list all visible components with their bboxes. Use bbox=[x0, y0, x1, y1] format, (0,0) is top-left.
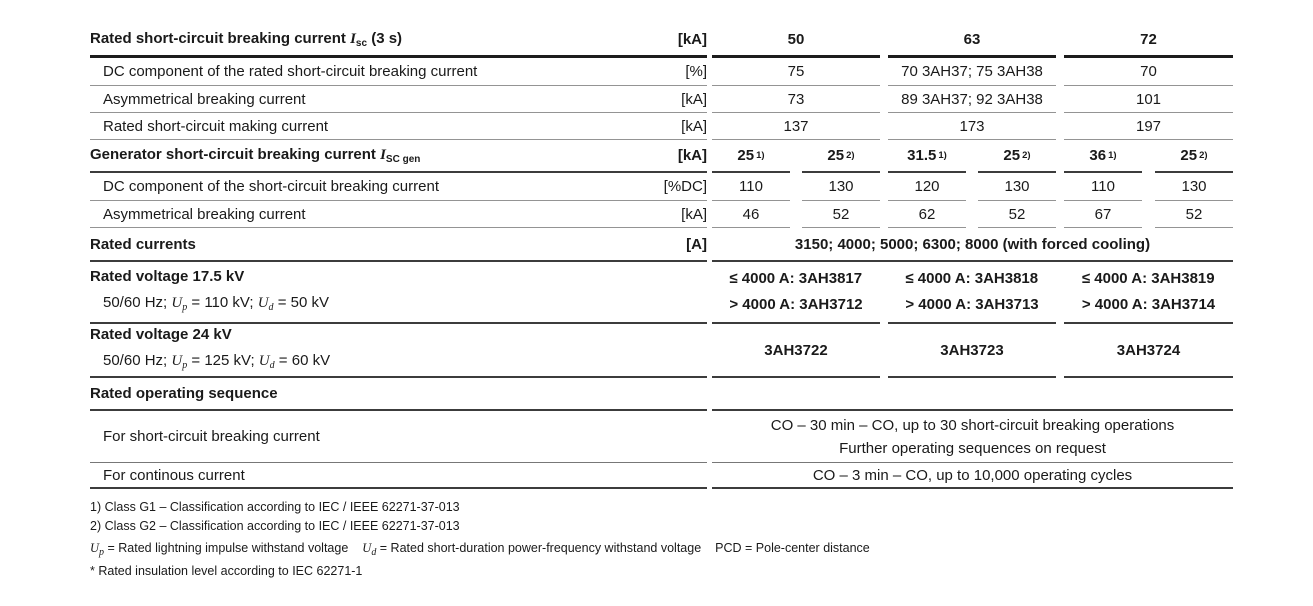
row-label: Asymmetrical breaking current bbox=[103, 90, 306, 108]
value-cell: 173 bbox=[888, 113, 1056, 140]
value-cell: 130 bbox=[1155, 173, 1233, 201]
value-cell: 137 bbox=[712, 113, 880, 140]
value-cell: 120 bbox=[888, 173, 966, 201]
unit-label: [kA] bbox=[677, 147, 707, 164]
value-cell-breaker-types: ≤ 4000 A: 3AH3818 > 4000 A: 3AH3713 bbox=[905, 270, 1039, 313]
value-cell: 52 bbox=[1155, 201, 1233, 228]
row-label: DC component of the short-circuit breaki… bbox=[103, 178, 439, 195]
footnote-ref: 2) bbox=[1022, 150, 1031, 161]
value-cell: 110 bbox=[712, 173, 790, 201]
symbol-ud: U bbox=[258, 352, 270, 369]
section-header-rated-voltage-24: Rated voltage 24 kV bbox=[90, 325, 232, 343]
symbol-iscgen-subscript: SC gen bbox=[385, 154, 421, 165]
value-cell: 73 bbox=[712, 86, 880, 113]
value-cell-breaker-type: 3AH3724 bbox=[1064, 324, 1233, 378]
table-row: Rated short-circuit making current [kA] … bbox=[90, 113, 1233, 140]
unit-label: [kA] bbox=[681, 205, 707, 223]
subcolumn-header: 25 2) bbox=[978, 140, 1056, 173]
section-header-rated-voltage-17-5: Rated voltage 17.5 kV bbox=[90, 267, 245, 285]
unit-label: [kA] bbox=[677, 31, 707, 48]
row-label: For continous current bbox=[103, 466, 245, 484]
header-row-generator: Generator short-circuit breaking current… bbox=[90, 140, 1233, 173]
footnote-ref: 2) bbox=[846, 150, 855, 161]
subcolumn-header: 36 1) bbox=[1064, 140, 1142, 173]
footnote-ref: 1) bbox=[1108, 150, 1117, 161]
value-cell-breaker-type: 3AH3723 bbox=[888, 324, 1056, 378]
header-row-rated-short-circuit: Rated short-circuit breaking current Isc… bbox=[90, 20, 1233, 58]
symbol-isc: I bbox=[350, 31, 356, 47]
value-cell: 52 bbox=[978, 201, 1056, 228]
table-row: Asymmetrical breaking current [kA] 73 89… bbox=[90, 86, 1233, 113]
section-header-rated-currents: Rated currents bbox=[90, 235, 196, 253]
value-cell-operating-sequence: CO – 30 min – CO, up to 30 short-circuit… bbox=[712, 411, 1233, 463]
value-cell: 52 bbox=[802, 201, 880, 228]
value-cell: 46 bbox=[712, 201, 790, 228]
footnote-2: 2) Class G2 – Classification according t… bbox=[90, 519, 460, 533]
footnote-1: 1) Class G1 – Classification according t… bbox=[90, 500, 460, 514]
voltage-conditions: 50/60 Hz; Up = 110 kV; Ud = 50 kV bbox=[103, 293, 329, 313]
unit-label: [kA] bbox=[681, 90, 707, 108]
value-cell: 130 bbox=[978, 173, 1056, 201]
subcolumn-header: 25 1) bbox=[712, 140, 790, 173]
header-row-operating-sequence: Rated operating sequence bbox=[90, 378, 1233, 411]
symbol-ud: U bbox=[362, 541, 372, 555]
unit-label: [%DC] bbox=[663, 178, 707, 195]
value-cell: 67 bbox=[1064, 201, 1142, 228]
table-row: DC component of the rated short-circuit … bbox=[90, 58, 1233, 86]
footnotes: 1) Class G1 – Classification according t… bbox=[90, 498, 870, 581]
subcolumn-header: 25 2) bbox=[802, 140, 880, 173]
footnote-insulation: * Rated insulation level according to IE… bbox=[90, 564, 363, 578]
column-header-72: 72 bbox=[1064, 20, 1233, 58]
unit-label: [A] bbox=[686, 235, 707, 253]
symbol-up: U bbox=[171, 352, 183, 369]
section-header-operating-sequence: Rated operating sequence bbox=[90, 385, 278, 402]
row-label: Asymmetrical breaking current bbox=[103, 205, 306, 223]
footnote-abbreviations: Up = Rated lightning impulse withstand v… bbox=[90, 541, 870, 558]
section-header-rated-short-circuit-breaking-current: Rated short-circuit breaking current Isc… bbox=[90, 30, 403, 49]
value-cell-operating-sequence: CO – 3 min – CO, up to 10,000 operating … bbox=[712, 463, 1233, 489]
footnote-ref: 1) bbox=[938, 150, 947, 161]
symbol-up: U bbox=[90, 541, 100, 555]
table-row: For continous current CO – 3 min – CO, u… bbox=[90, 463, 1233, 489]
value-cell: 75 bbox=[712, 58, 880, 86]
symbol-isc-subscript: sc bbox=[355, 38, 368, 49]
value-cell-rated-currents: 3150; 4000; 5000; 6300; 8000 (with force… bbox=[712, 228, 1233, 262]
row-rated-voltage-17-5: Rated voltage 17.5 kV 50/60 Hz; Up = 110… bbox=[90, 262, 1233, 324]
table-row: Asymmetrical breaking current [kA] 46 52… bbox=[90, 201, 1233, 228]
subcolumn-header: 31.5 1) bbox=[888, 140, 966, 173]
value-cell: 89 3AH37; 92 3AH38 bbox=[888, 86, 1056, 113]
empty-cell bbox=[712, 378, 1233, 411]
row-label: Rated short-circuit making current bbox=[103, 117, 329, 135]
unit-label: [kA] bbox=[681, 117, 707, 135]
value-cell-breaker-types: ≤ 4000 A: 3AH3819 > 4000 A: 3AH3714 bbox=[1081, 270, 1216, 313]
value-cell-breaker-types: ≤ 4000 A: 3AH3817 > 4000 A: 3AH3712 bbox=[729, 270, 863, 313]
spec-table: Rated short-circuit breaking current Isc… bbox=[90, 20, 1233, 489]
row-label: For short-circuit breaking current bbox=[103, 428, 320, 445]
column-header-50: 50 bbox=[712, 20, 880, 58]
row-rated-voltage-24: Rated voltage 24 kV 50/60 Hz; Up = 125 k… bbox=[90, 324, 1233, 378]
value-cell: 101 bbox=[1064, 86, 1233, 113]
symbol-iscgen: I bbox=[380, 147, 386, 163]
value-cell: 110 bbox=[1064, 173, 1142, 201]
value-cell: 130 bbox=[802, 173, 880, 201]
row-label: DC component of the rated short-circuit … bbox=[103, 63, 478, 80]
section-header-generator-breaking-current: Generator short-circuit breaking current… bbox=[90, 146, 421, 165]
footnote-ref: 2) bbox=[1199, 150, 1208, 161]
value-cell: 70 3AH37; 75 3AH38 bbox=[888, 58, 1056, 86]
value-cell: 197 bbox=[1064, 113, 1233, 140]
row-rated-currents: Rated currents [A] 3150; 4000; 5000; 630… bbox=[90, 228, 1233, 262]
symbol-up: U bbox=[171, 294, 183, 311]
column-header-63: 63 bbox=[888, 20, 1056, 58]
value-cell: 70 bbox=[1064, 58, 1233, 86]
footnote-ref: 1) bbox=[756, 150, 765, 161]
value-cell-breaker-type: 3AH3722 bbox=[712, 324, 880, 378]
table-row: For short-circuit breaking current CO – … bbox=[90, 411, 1233, 463]
voltage-conditions: 50/60 Hz; Up = 125 kV; Ud = 60 kV bbox=[103, 351, 331, 371]
subcolumn-header: 25 2) bbox=[1155, 140, 1233, 173]
unit-label: [%] bbox=[685, 63, 707, 80]
table-row: DC component of the short-circuit breaki… bbox=[90, 173, 1233, 201]
value-cell: 62 bbox=[888, 201, 966, 228]
symbol-ud: U bbox=[257, 294, 269, 311]
